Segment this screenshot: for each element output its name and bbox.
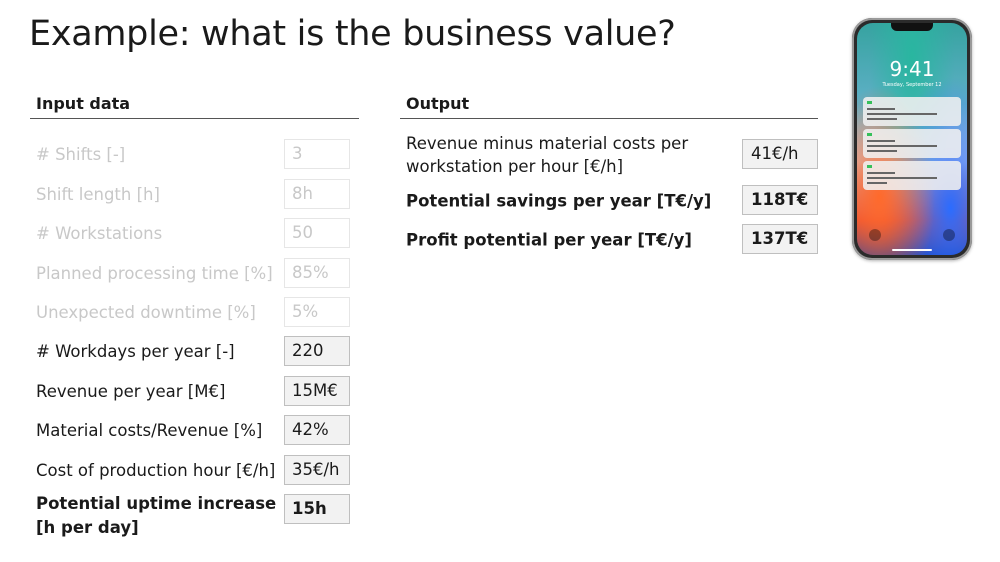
home-indicator: [892, 249, 932, 251]
input-row-uptime-increase: Potential uptime increase [h per day] 15…: [36, 494, 352, 537]
input-label-line-2: [h per day]: [36, 518, 139, 537]
phone-date: Tuesday, September 12: [882, 82, 942, 88]
phone-clock: 9:41: [889, 57, 935, 81]
output-label-line-2: workstation per hour [€/h]: [406, 157, 624, 176]
input-value-field[interactable]: 5%: [284, 297, 350, 327]
input-row-shift-length: Shift length [h] 8h: [36, 179, 352, 211]
notification-text-line: [867, 145, 937, 147]
notification-text-line: [867, 172, 895, 174]
input-value-field[interactable]: 15M€: [284, 376, 350, 406]
input-label: Revenue per year [M€]: [36, 382, 226, 402]
output-label-line-1: Revenue minus material costs per: [406, 133, 689, 153]
input-row-workdays: # Workdays per year [-] 220: [36, 336, 352, 368]
input-data-heading: Input data: [30, 94, 359, 119]
input-row-cost-production-hour: Cost of production hour [€/h] 35€/h: [36, 455, 352, 487]
output-row-revenue-minus-material: Revenue minus material costs per worksta…: [406, 134, 818, 176]
input-row-revenue: Revenue per year [M€] 15M€: [36, 376, 352, 408]
input-label: # Workstations: [36, 224, 163, 244]
input-label: Material costs/Revenue [%]: [36, 421, 263, 441]
input-row-planned-processing-time: Planned processing time [%] 85%: [36, 258, 352, 290]
camera-icon: [943, 229, 955, 241]
input-label: # Shifts [-]: [36, 145, 126, 165]
phone-notification: [863, 161, 961, 190]
notification-text-line: [867, 150, 897, 152]
input-row-workstations: # Workstations 50: [36, 218, 352, 250]
notification-app-icon: [867, 165, 872, 168]
notification-text-line: [867, 177, 937, 179]
input-label: Cost of production hour [€/h]: [36, 461, 276, 481]
phone-notification: [863, 97, 961, 126]
phone-lock-screen: 9:41 Tuesday, September 12: [857, 23, 967, 255]
output-label: Potential savings per year [T€/y]: [406, 191, 712, 211]
input-value-field[interactable]: 50: [284, 218, 350, 248]
smartphone-image: 9:41 Tuesday, September 12: [852, 18, 972, 260]
input-value-field[interactable]: 85%: [284, 258, 350, 288]
input-label: Unexpected downtime [%]: [36, 303, 256, 323]
phone-notch: [891, 23, 933, 31]
input-value-field[interactable]: 15h: [284, 494, 350, 524]
output-label: Revenue minus material costs per worksta…: [406, 132, 688, 178]
notification-text-line: [867, 113, 937, 115]
input-value-field[interactable]: 35€/h: [284, 455, 350, 485]
input-row-unexpected-downtime: Unexpected downtime [%] 5%: [36, 297, 352, 329]
phone-notification: [863, 129, 961, 158]
output-label: Profit potential per year [T€/y]: [406, 230, 692, 250]
input-value-field[interactable]: 3: [284, 139, 350, 169]
notification-text-line: [867, 140, 895, 142]
input-row-material-costs: Material costs/Revenue [%] 42%: [36, 415, 352, 447]
output-value: 118T€: [742, 185, 818, 215]
input-label: Potential uptime increase [h per day]: [36, 492, 276, 540]
input-value-field[interactable]: 220: [284, 336, 350, 366]
input-label-line-1: Potential uptime increase: [36, 494, 277, 514]
output-row-profit-potential: Profit potential per year [T€/y] 137T€: [406, 224, 818, 256]
flashlight-icon: [869, 229, 881, 241]
output-value: 137T€: [742, 224, 818, 254]
input-value-field[interactable]: 8h: [284, 179, 350, 209]
input-label: Planned processing time [%]: [36, 264, 273, 284]
input-row-shifts: # Shifts [-] 3: [36, 139, 352, 171]
input-label: Shift length [h]: [36, 185, 160, 205]
input-value-field[interactable]: 42%: [284, 415, 350, 445]
notification-text-line: [867, 182, 887, 184]
input-label: # Workdays per year [-]: [36, 342, 235, 362]
notification-text-line: [867, 118, 897, 120]
page-title: Example: what is the business value?: [29, 14, 676, 54]
output-row-potential-savings: Potential savings per year [T€/y] 118T€: [406, 185, 818, 217]
notification-app-icon: [867, 101, 872, 104]
output-heading: Output: [400, 94, 818, 119]
notification-text-line: [867, 108, 895, 110]
notification-app-icon: [867, 133, 872, 136]
output-value: 41€/h: [742, 139, 818, 169]
